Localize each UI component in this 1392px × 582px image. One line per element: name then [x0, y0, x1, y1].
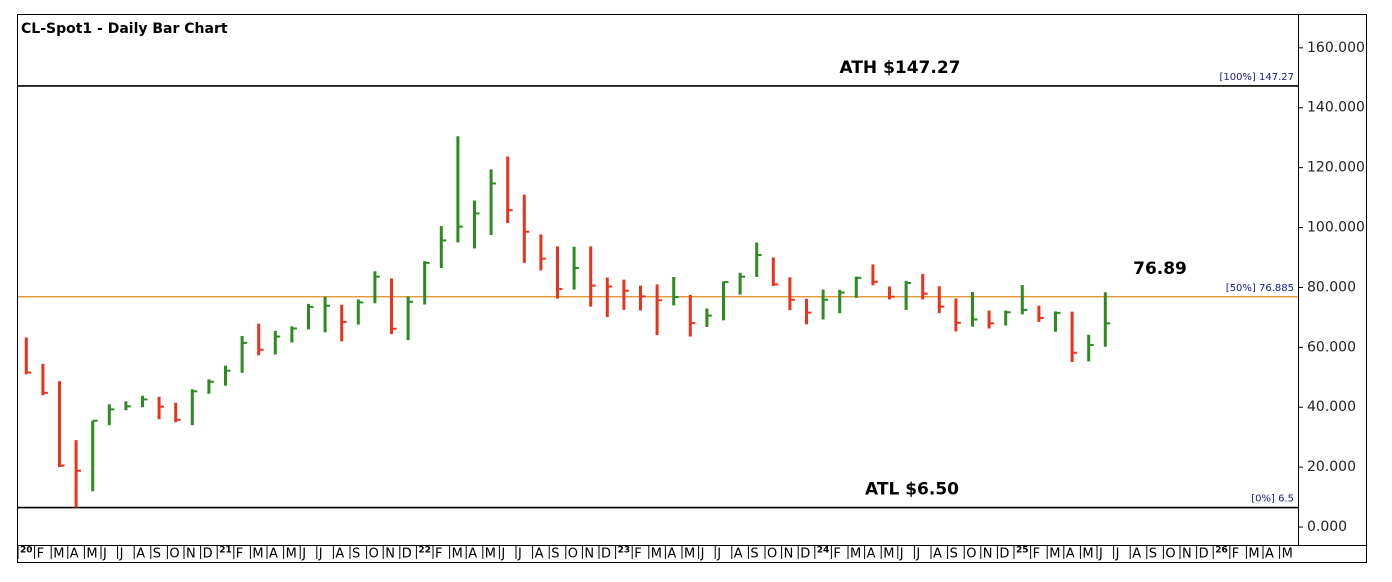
level-label: ATH $147.27	[839, 58, 960, 78]
level-label: 76.89	[1133, 259, 1187, 279]
x-tick-label: M	[1248, 547, 1259, 562]
x-tick-label: O	[966, 547, 976, 562]
chart-title: CL-Spot1 - Daily Bar Chart	[21, 21, 228, 37]
x-tick-label: 25	[1016, 546, 1029, 556]
x-tick-label: A	[70, 547, 79, 562]
x-tick-label: 23	[618, 546, 631, 556]
x-tick-label: O	[369, 547, 379, 562]
x-tick-label: F	[1033, 547, 1040, 562]
x-tick-label: J	[1115, 547, 1120, 562]
x-tick-label: M	[850, 547, 861, 562]
x-tick-label: A	[1265, 547, 1274, 562]
x-tick-label: A	[933, 547, 942, 562]
x-tick-label: N	[584, 547, 594, 562]
y-tick-label: 40.000	[1307, 399, 1356, 415]
x-tick-label: D	[1199, 547, 1209, 562]
x-tick-label: J	[915, 547, 920, 562]
x-tick-label: J	[318, 547, 323, 562]
chart-frame	[17, 14, 1367, 563]
x-tick-label: N	[1182, 547, 1192, 562]
x-tick-label: J	[102, 547, 107, 562]
x-tick-label: J	[517, 547, 522, 562]
x-tick-label: M	[684, 547, 695, 562]
level-tag: [0%] 6.5	[1251, 494, 1294, 505]
x-tick-label: D	[601, 547, 611, 562]
x-tick-label: A	[269, 547, 278, 562]
x-tick-label: S	[1149, 547, 1157, 562]
x-tick-label: M	[1282, 547, 1293, 562]
y-tick-label: 20.000	[1307, 459, 1356, 475]
x-tick-label: A	[468, 547, 477, 562]
y-tick-label: 120.000	[1307, 160, 1365, 176]
x-tick-label: A	[1132, 547, 1141, 562]
x-tick-label: A	[335, 547, 344, 562]
x-tick-label: M	[651, 547, 662, 562]
x-tick-label: O	[568, 547, 578, 562]
x-tick-label: M	[883, 547, 894, 562]
x-tick-label: M	[53, 547, 64, 562]
y-tick-label: 140.000	[1307, 100, 1365, 116]
x-tick-label: N	[186, 547, 196, 562]
level-tag: [100%] 147.27	[1219, 72, 1294, 83]
x-tick-label: M	[452, 547, 463, 562]
x-tick-label: A	[734, 547, 743, 562]
x-tick-label: D	[999, 547, 1009, 562]
x-tick-label: S	[950, 547, 958, 562]
x-tick-label: A	[867, 547, 876, 562]
x-tick-label: O	[169, 547, 179, 562]
x-tick-label: J	[301, 547, 306, 562]
y-tick-label: 80.000	[1307, 279, 1356, 295]
x-tick-label: J	[700, 547, 705, 562]
x-tick-label: O	[767, 547, 777, 562]
y-tick-label: 160.000	[1307, 40, 1365, 56]
x-tick-label: 20	[20, 546, 33, 556]
x-tick-label: S	[750, 547, 758, 562]
x-tick-label: F	[236, 547, 243, 562]
x-tick-label: D	[402, 547, 412, 562]
x-tick-label: A	[535, 547, 544, 562]
x-tick-label: F	[37, 547, 44, 562]
x-tick-label: M	[1082, 547, 1093, 562]
x-tick-label: M	[286, 547, 297, 562]
x-tick-label: A	[667, 547, 676, 562]
x-tick-label: 26	[1215, 546, 1228, 556]
x-tick-label: D	[800, 547, 810, 562]
x-tick-label: J	[119, 547, 124, 562]
x-tick-label: N	[983, 547, 993, 562]
x-tick-label: S	[551, 547, 559, 562]
x-tick-label: D	[203, 547, 213, 562]
y-tick-label: 0.000	[1307, 519, 1347, 535]
x-tick-label: M	[485, 547, 496, 562]
x-tick-label: N	[784, 547, 794, 562]
x-tick-label: F	[435, 547, 442, 562]
x-tick-label: F	[634, 547, 641, 562]
x-tick-label: A	[136, 547, 145, 562]
x-tick-label: M	[86, 547, 97, 562]
x-tick-label: S	[352, 547, 360, 562]
x-tick-label: J	[500, 547, 505, 562]
x-tick-label: M	[252, 547, 263, 562]
x-tick-label: J	[716, 547, 721, 562]
x-tick-label: N	[385, 547, 395, 562]
x-tick-label: F	[833, 547, 840, 562]
x-tick-label: 24	[817, 546, 830, 556]
level-label: ATL $6.50	[865, 480, 959, 500]
x-tick-label: A	[1066, 547, 1075, 562]
x-tick-label: J	[899, 547, 904, 562]
y-tick-label: 100.000	[1307, 220, 1365, 236]
x-tick-label: O	[1165, 547, 1175, 562]
x-tick-label: F	[1232, 547, 1239, 562]
x-tick-label: M	[1049, 547, 1060, 562]
x-tick-label: 22	[418, 546, 431, 556]
x-tick-label: J	[1098, 547, 1103, 562]
x-tick-label: 21	[219, 546, 232, 556]
y-tick-label: 60.000	[1307, 339, 1356, 355]
level-tag: [50%] 76.885	[1226, 283, 1294, 294]
x-tick-label: S	[153, 547, 161, 562]
